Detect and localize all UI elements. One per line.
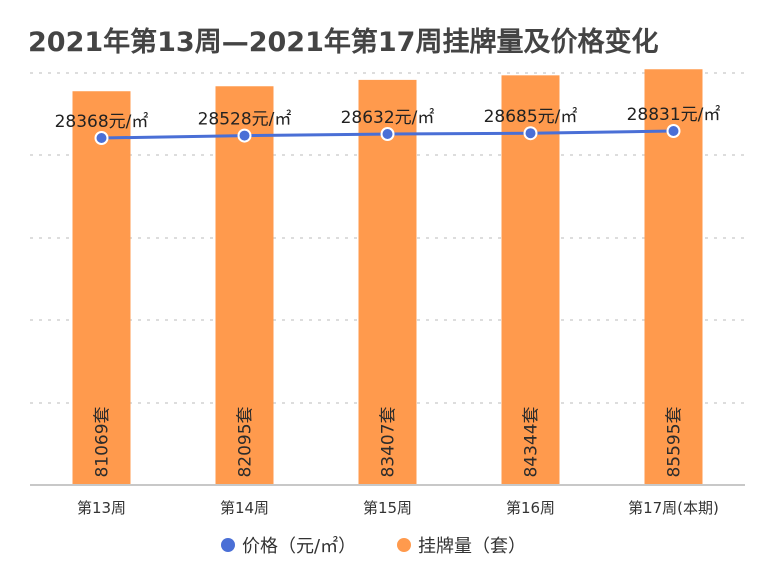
x-tick-label-4: 第17周(本期)	[628, 499, 719, 517]
price-label-1: 28528元/㎡	[198, 110, 292, 130]
x-tick-label-0: 第13周	[77, 499, 126, 517]
price-point-3[interactable]	[523, 126, 538, 141]
bar-series: 81069套 82095套 83407套 84344套 85595套	[72, 69, 703, 486]
price-point-0[interactable]	[94, 131, 109, 145]
bar-2[interactable]	[358, 79, 417, 486]
legend-listing-label[interactable]: 挂牌量（套）	[418, 536, 526, 557]
x-tick-label-1: 第14周	[220, 499, 269, 517]
bar-3[interactable]	[501, 75, 560, 486]
chart-title: 2021年第13周—2021年第17周挂牌量及价格变化	[28, 27, 659, 58]
bar-label-4: 85595套	[665, 406, 685, 477]
gridlines	[30, 72, 745, 404]
legend: 价格（元/㎡） 挂牌量（套）	[221, 535, 526, 557]
bar-label-2: 83407套	[379, 406, 399, 477]
bar-0[interactable]	[72, 91, 131, 486]
price-point-1[interactable]	[237, 128, 252, 143]
price-label-3: 28685元/㎡	[484, 107, 578, 127]
x-tick-label-2: 第15周	[363, 499, 412, 517]
price-point-4[interactable]	[666, 124, 681, 138]
price-label-0: 28368元/㎡	[55, 112, 149, 132]
bar-1[interactable]	[215, 86, 274, 485]
bar-label-3: 84344套	[522, 406, 542, 477]
price-label-2: 28632元/㎡	[341, 108, 435, 128]
price-label-4: 28831元/㎡	[627, 105, 721, 125]
price-series: 28368元/㎡ 28528元/㎡ 28632元/㎡ 28685元/㎡ 28831元/㎡	[55, 105, 721, 145]
bar-label-1: 82095套	[236, 406, 256, 477]
x-axis-ticks: 第13周 第14周 第15周 第16周 第17周(本期)	[77, 499, 719, 517]
legend-price-label[interactable]: 价格（元/㎡）	[242, 535, 356, 557]
x-tick-label-3: 第16周	[506, 499, 555, 517]
legend-listing-marker[interactable]	[397, 538, 411, 552]
legend-price-marker[interactable]	[221, 538, 235, 552]
bar-label-0: 81069套	[93, 406, 113, 477]
price-point-2[interactable]	[380, 127, 395, 142]
bar-4[interactable]	[644, 69, 703, 485]
